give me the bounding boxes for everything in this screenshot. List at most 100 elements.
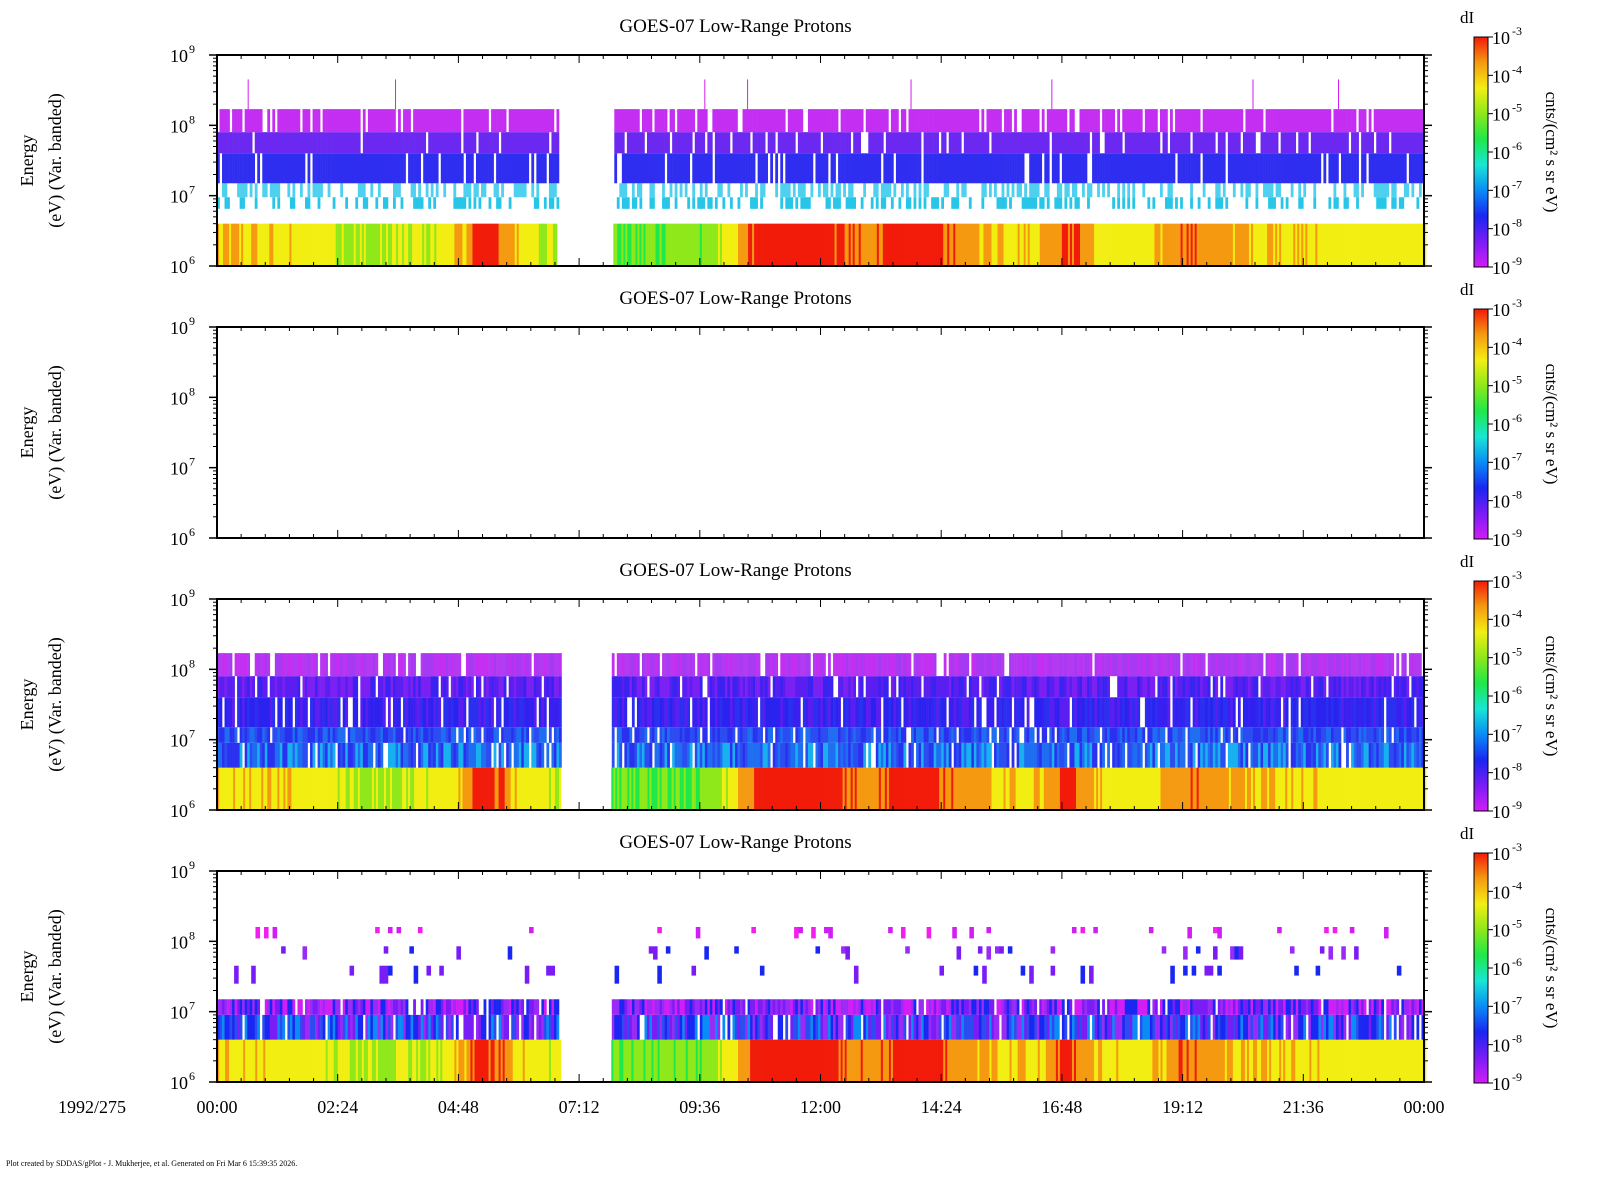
heatmap-cell — [1212, 223, 1216, 266]
heatmap-cell — [350, 109, 354, 133]
heatmap-cell — [617, 223, 620, 266]
heatmap-cell — [291, 223, 294, 266]
heatmap-cell — [853, 197, 856, 209]
heatmap-cell — [684, 653, 688, 677]
heatmap-cell — [818, 767, 821, 810]
heatmap-cell — [785, 742, 789, 768]
heatmap-cell — [1378, 109, 1382, 133]
heatmap-cell — [890, 109, 894, 133]
heatmap-cell — [1230, 742, 1234, 768]
heatmap-cell — [1130, 767, 1133, 810]
heatmap-cell — [249, 767, 252, 810]
heatmap-cell — [961, 767, 964, 810]
heatmap-cell — [878, 727, 882, 743]
heatmap-cell — [1357, 223, 1360, 266]
heatmap-cell — [1215, 183, 1219, 198]
heatmap-cell — [724, 727, 728, 743]
heatmap-cell — [1333, 742, 1337, 768]
heatmap-cell — [453, 109, 457, 133]
heatmap-cell — [717, 742, 721, 768]
heatmap-cell — [1346, 727, 1349, 743]
heatmap-cell — [875, 742, 879, 768]
heatmap-cell — [1343, 767, 1346, 810]
heatmap-cell — [1004, 727, 1007, 743]
heatmap-cell — [727, 727, 731, 743]
heatmap-cell — [345, 153, 349, 184]
heatmap-cell — [677, 223, 680, 266]
heatmap-cell — [1033, 223, 1037, 266]
heatmap-cell — [473, 183, 477, 198]
heatmap-cell — [973, 676, 977, 698]
heatmap-cell — [933, 109, 937, 133]
heatmap-cell — [707, 767, 711, 810]
heatmap-cell — [1298, 742, 1302, 768]
heatmap-cell — [460, 676, 464, 698]
heatmap-cell — [335, 153, 338, 184]
heatmap-cell — [1258, 727, 1261, 743]
heatmap-cell — [835, 109, 839, 133]
heatmap-cell — [370, 676, 374, 698]
heatmap-cell — [943, 132, 947, 154]
heatmap-cell — [956, 109, 960, 133]
heatmap-cell — [488, 653, 492, 677]
heatmap-cell — [468, 183, 472, 198]
heatmap-cell — [303, 223, 306, 266]
heatmap-cell — [918, 676, 922, 698]
heatmap-cell — [1185, 109, 1188, 133]
heatmap-cell — [1006, 697, 1010, 728]
heatmap-cell — [333, 767, 336, 810]
heatmap-cell — [969, 223, 972, 266]
heatmap-cell — [375, 197, 379, 209]
heatmap-cell — [1363, 727, 1367, 743]
heatmap-cell — [679, 223, 682, 266]
heatmap-cell — [641, 742, 645, 768]
heatmap-cell — [1245, 197, 1249, 209]
heatmap-cell — [1144, 153, 1148, 184]
heatmap-cell — [760, 697, 763, 728]
heatmap-cell — [398, 727, 401, 743]
heatmap-cell — [239, 676, 243, 698]
heatmap-cell — [853, 132, 856, 154]
heatmap-cell — [267, 132, 271, 154]
heatmap-cell — [1373, 109, 1377, 133]
heatmap-cell — [758, 767, 761, 810]
heatmap-cell — [1212, 767, 1216, 810]
heatmap-cell — [931, 727, 934, 743]
colorbar-unit-label: cnts/(cm² s sr eV) — [1542, 92, 1561, 213]
heatmap-cell — [742, 109, 746, 133]
heatmap-cell — [1031, 223, 1035, 266]
heatmap-cell — [792, 697, 796, 728]
heatmap-cell — [1188, 767, 1191, 810]
heatmap-cell — [880, 767, 884, 810]
heatmap-cell — [732, 727, 736, 743]
heatmap-cell — [232, 742, 235, 768]
heatmap-cell — [506, 653, 509, 677]
heatmap-cell — [939, 767, 942, 810]
heatmap-cell — [294, 697, 298, 728]
heatmap-cell — [745, 742, 748, 768]
heatmap-cell — [486, 132, 489, 154]
heatmap-cell — [896, 767, 900, 810]
heatmap-cell — [639, 697, 643, 728]
heatmap-cell — [691, 767, 695, 810]
heatmap-cell — [1202, 697, 1206, 728]
heatmap-cell — [778, 767, 781, 810]
heatmap-cell — [1006, 132, 1010, 154]
heatmap-cell — [968, 742, 972, 768]
heatmap-cell — [440, 676, 444, 698]
heatmap-cell — [792, 132, 796, 154]
heatmap-cell — [415, 676, 419, 698]
heatmap-cell — [425, 153, 429, 184]
heatmap-cell — [355, 197, 359, 209]
heatmap-cell — [219, 697, 223, 728]
heatmap-cell — [1009, 132, 1012, 154]
y-tick-label-exponent: 8 — [189, 384, 195, 398]
heatmap-cell — [1082, 183, 1085, 198]
heatmap-cell — [511, 109, 515, 133]
heatmap-cell — [352, 676, 356, 698]
heatmap-cell — [636, 653, 640, 677]
heatmap-cell — [868, 767, 872, 810]
heatmap-cell — [750, 676, 753, 698]
heatmap-cell — [955, 223, 958, 266]
heatmap-cell — [790, 109, 794, 133]
